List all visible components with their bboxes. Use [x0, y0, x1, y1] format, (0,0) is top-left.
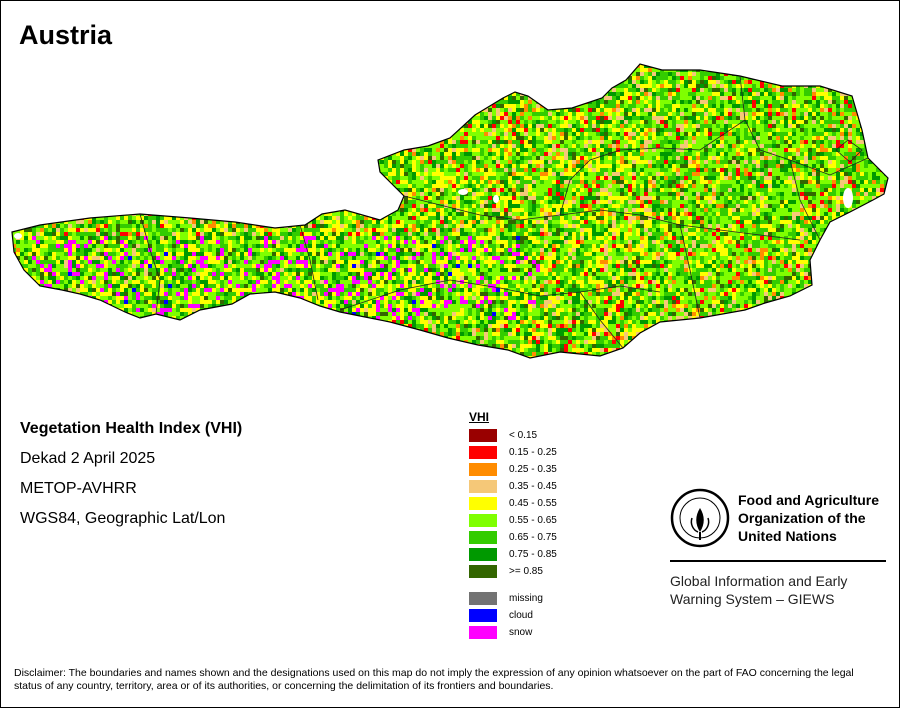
legend-special-1: cloud [469, 607, 557, 624]
map-info: Vegetation Health Index (VHI) Dekad 2 Ap… [20, 414, 242, 534]
legend-class-7: 0.75 - 0.85 [469, 546, 557, 563]
index-name: Vegetation Health Index (VHI) [20, 420, 243, 437]
lakes [14, 188, 853, 239]
legend-label: >= 0.85 [509, 566, 543, 577]
legend-label: 0.35 - 0.45 [509, 481, 557, 492]
legend-label: 0.45 - 0.55 [509, 498, 557, 509]
fao-divider [670, 560, 886, 562]
legend-class-8: >= 0.85 [469, 563, 557, 580]
legend-class-6: 0.65 - 0.75 [469, 529, 557, 546]
legend-class-5: 0.55 - 0.65 [469, 512, 557, 529]
legend-label: 0.25 - 0.35 [509, 464, 557, 475]
state-boundaries [139, 75, 869, 349]
legend-class-3: 0.35 - 0.45 [469, 478, 557, 495]
fao-emblem-icon [670, 488, 730, 548]
legend-label: cloud [509, 610, 533, 621]
legend-special: missing cloud snow [469, 590, 557, 641]
legend-swatch [469, 531, 497, 544]
legend-swatch [469, 463, 497, 476]
legend-swatch [469, 548, 497, 561]
legend-swatch [469, 609, 497, 622]
disclaimer: Disclaimer: The boundaries and names sho… [14, 667, 854, 692]
projection: WGS84, Geographic Lat/Lon [20, 510, 226, 527]
vhi-legend: VHI < 0.15 0.15 - 0.25 0.25 - 0.35 0.35 - 0… [469, 410, 557, 641]
legend-swatch [469, 565, 497, 578]
legend-swatch [469, 446, 497, 459]
legend-swatch [469, 514, 497, 527]
legend-label: 0.65 - 0.75 [509, 532, 557, 543]
giews-name: Global Information and Early Warning Sys… [670, 573, 848, 607]
fao-logo-block: Food and Agriculture Organization of the… [670, 488, 888, 608]
legend-class-0: < 0.15 [469, 427, 557, 444]
legend-swatch [469, 480, 497, 493]
legend-label: missing [509, 593, 543, 604]
map-title: Austria [19, 20, 113, 50]
vhi-map [11, 63, 889, 359]
legend-label: snow [509, 627, 533, 638]
legend-special-0: missing [469, 590, 557, 607]
legend-special-2: snow [469, 624, 557, 641]
sensor: METOP-AVHRR [20, 480, 137, 497]
legend-label: 0.75 - 0.85 [509, 549, 557, 560]
legend-class-4: 0.45 - 0.55 [469, 495, 557, 512]
legend-label: < 0.15 [509, 430, 538, 441]
legend-swatch [469, 626, 497, 639]
legend-class-1: 0.15 - 0.25 [469, 444, 557, 461]
legend-classes: < 0.15 0.15 - 0.25 0.25 - 0.35 0.35 - 0.45 0… [469, 427, 557, 580]
legend-swatch [469, 429, 497, 442]
legend-swatch [469, 497, 497, 510]
legend-swatch [469, 592, 497, 605]
legend-label: 0.15 - 0.25 [509, 447, 557, 458]
legend-class-2: 0.25 - 0.35 [469, 461, 557, 478]
organization-name: Food and Agriculture Organization of the… [738, 492, 880, 544]
legend-label: 0.55 - 0.65 [509, 515, 557, 526]
period: Dekad 2 April 2025 [20, 450, 156, 467]
legend-title: VHI [469, 410, 490, 424]
